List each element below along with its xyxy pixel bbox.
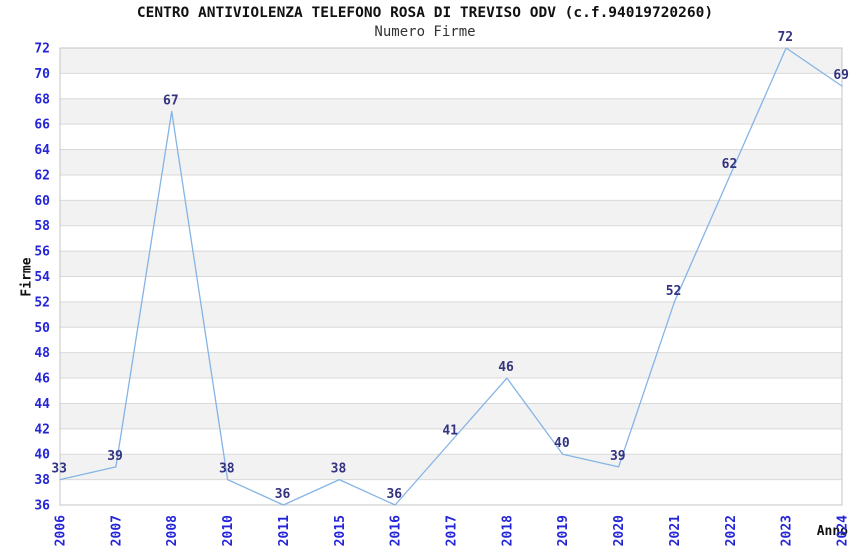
data-point-label: 38 [219,462,235,477]
grid-band [60,48,842,74]
series-line [59,47,843,506]
data-point-label: 33 [51,462,67,477]
y-tick-label: 36 [34,499,50,514]
data-point-label: 52 [666,284,682,299]
data-point-label: 67 [163,94,179,109]
y-tick-label: 50 [34,321,50,336]
grid-band [60,124,842,150]
x-axis-title: Anno [816,524,848,539]
y-tick-label: 40 [34,448,50,463]
y-tick-label: 56 [34,245,50,260]
y-tick-label: 44 [34,397,50,412]
y-tick-label: 64 [34,143,50,158]
y-tick-label: 52 [34,295,50,310]
data-point-label: 41 [442,424,458,439]
x-tick-label: 2022 [724,515,739,546]
data-point-label: 38 [331,462,347,477]
x-tick-label: 2024 [836,515,850,546]
grid-band [60,479,842,505]
data-point-label: 36 [386,487,402,502]
chart-subtitle: Numero Firme [374,24,476,40]
y-tick-label: 70 [34,67,50,82]
data-point-label: 46 [498,360,514,375]
y-tick-label: 54 [34,270,50,285]
x-tick-label: 2018 [500,515,515,546]
y-tick-label: 72 [34,42,50,57]
x-tick-label: 2019 [556,515,571,546]
data-point-label: 40 [554,436,570,451]
grid-band [60,301,842,328]
y-tick-label: 60 [34,194,50,209]
grid-band [60,403,842,429]
grid-band [60,454,842,480]
x-tick-label: 2008 [165,515,180,546]
x-tick-label: 2010 [221,515,236,546]
x-tick-label: 2006 [54,515,69,546]
x-tick-label: 2023 [780,515,795,546]
grid-band [60,73,842,99]
x-tick-label: 2017 [445,515,460,546]
data-point-label: 39 [107,449,123,464]
grid-band [60,200,842,226]
plot-border [59,47,843,506]
y-tick-label: 62 [34,168,50,183]
chart-title: CENTRO ANTIVIOLENZA TELEFONO ROSA DI TRE… [136,5,714,21]
y-tick-label: 68 [34,92,50,107]
grid-band [60,174,842,201]
y-tick-label: 46 [34,372,50,387]
y-tick-label: 48 [34,346,50,361]
grid-band [60,352,842,379]
data-point-label: 72 [777,30,793,45]
grid-band [60,276,842,302]
y-tick-label: 38 [34,473,50,488]
data-point-label: 36 [275,487,291,502]
grid-band [60,225,842,252]
x-tick-label: 2015 [333,515,348,546]
x-tick-label: 2016 [389,515,404,546]
grid-band [60,98,842,125]
grid-band [60,378,842,404]
y-tick-label: 66 [34,118,50,133]
x-tick-label: 2011 [277,515,292,546]
data-point-label: 62 [722,157,738,172]
data-point-label: 69 [833,68,849,83]
x-tick-label: 2021 [668,515,683,546]
x-tick-label: 2007 [109,515,124,546]
grid-band [60,327,842,353]
y-tick-label: 58 [34,219,50,234]
y-tick-label: 42 [34,422,50,437]
x-tick-label: 2020 [612,515,627,546]
data-point-label: 39 [610,449,626,464]
grid-band [60,149,842,175]
grid-band [60,251,842,277]
